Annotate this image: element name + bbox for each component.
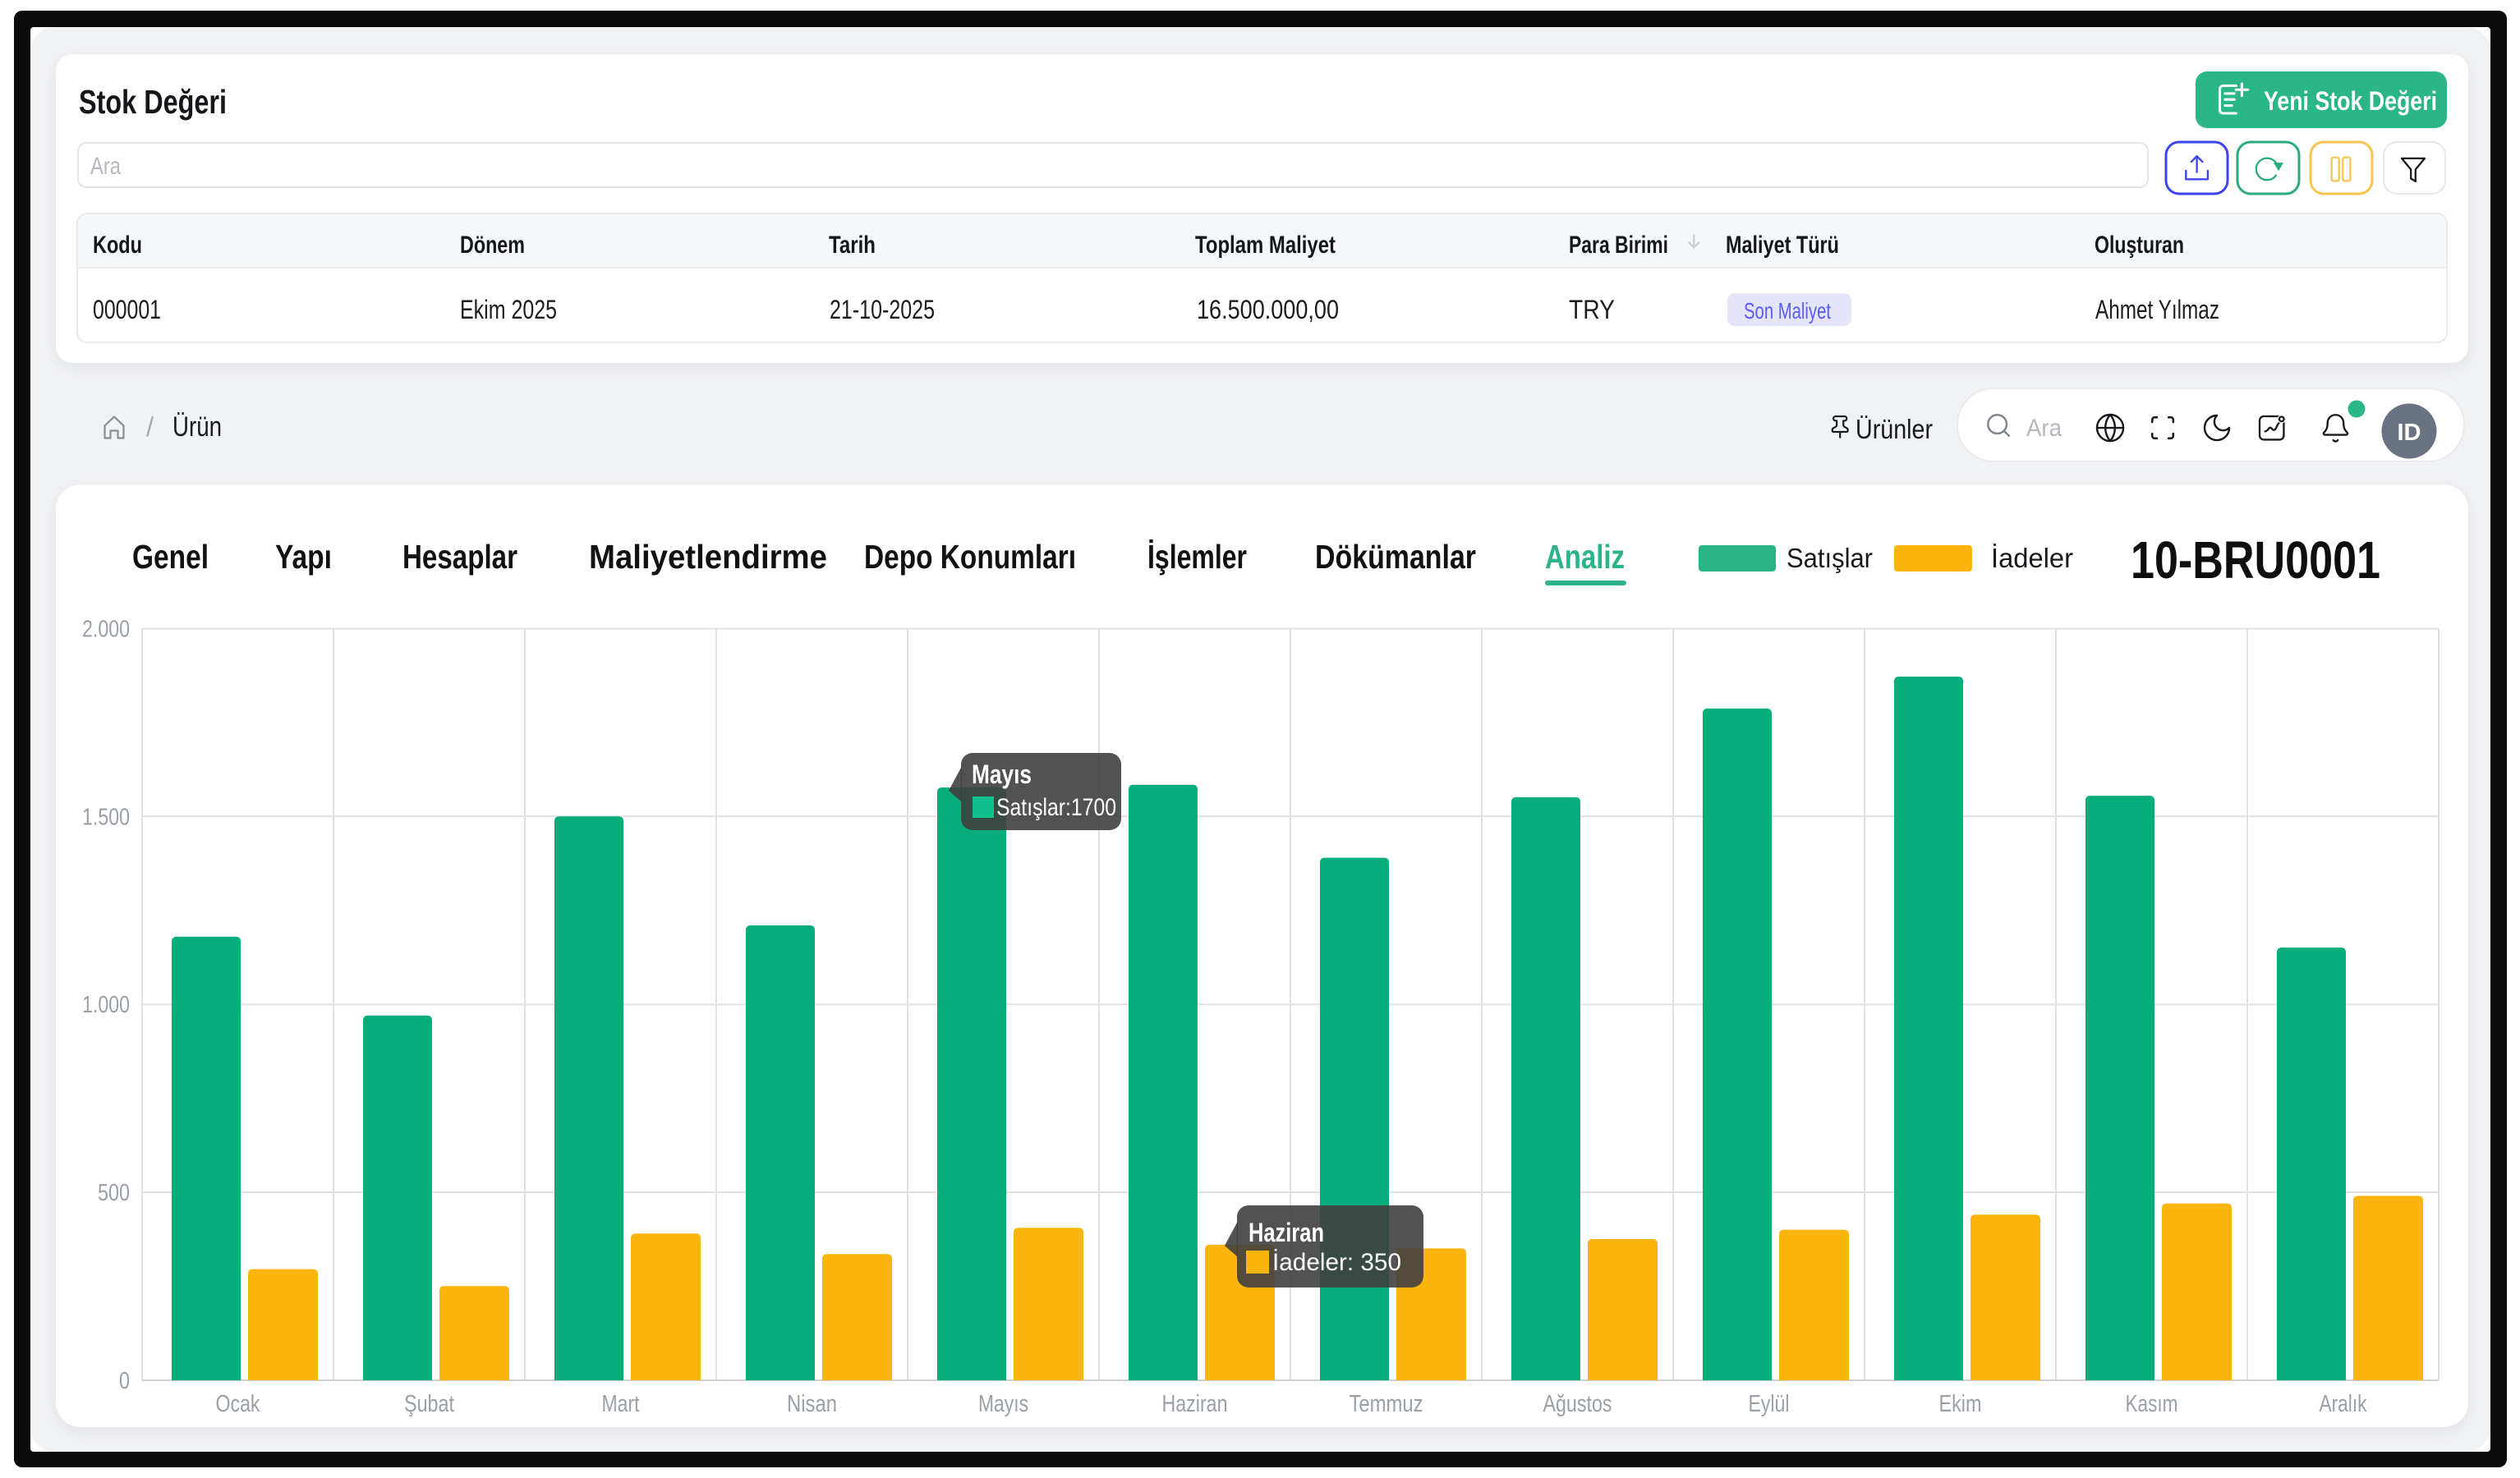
svg-text:Para Birimi: Para Birimi (1569, 232, 1668, 259)
svg-text:İadeler: İadeler (1991, 543, 2073, 573)
svg-text:Oluşturan: Oluşturan (2095, 232, 2184, 259)
svg-text:Kasım: Kasım (2126, 1391, 2178, 1417)
svg-text:İşlemler: İşlemler (1147, 538, 1247, 576)
svg-text:000001: 000001 (93, 295, 161, 324)
svg-text:Mayıs: Mayıs (978, 1391, 1028, 1417)
svg-text:500: 500 (98, 1180, 130, 1206)
svg-text:Son Maliyet: Son Maliyet (1744, 298, 1831, 324)
svg-text:Dönem: Dönem (460, 232, 525, 259)
svg-text:Ürünler: Ürünler (1856, 414, 1933, 444)
svg-text:Toplam Maliyet: Toplam Maliyet (1195, 232, 1336, 259)
svg-text:Ahmet Yılmaz: Ahmet Yılmaz (2095, 295, 2219, 324)
svg-text:Ocak: Ocak (216, 1391, 260, 1417)
svg-text:Hesaplar: Hesaplar (402, 538, 517, 576)
svg-text:Temmuz: Temmuz (1350, 1391, 1423, 1417)
svg-text:Satışlar: Satışlar (1787, 543, 1873, 573)
svg-text:ID: ID (2398, 420, 2421, 446)
svg-text:1.500: 1.500 (82, 804, 130, 830)
svg-text:16.500.000,00: 16.500.000,00 (1197, 295, 1339, 324)
svg-text:Eylül: Eylül (1749, 1391, 1790, 1417)
svg-text:Tarih: Tarih (829, 232, 876, 259)
svg-text:Ekim 2025: Ekim 2025 (460, 295, 557, 324)
svg-text:Analiz: Analiz (1545, 538, 1625, 576)
svg-text:1.000: 1.000 (82, 992, 130, 1018)
svg-text:2.000: 2.000 (82, 617, 130, 643)
svg-text:Depo Konumları: Depo Konumları (864, 538, 1076, 576)
svg-text:Stok Değeri: Stok Değeri (79, 83, 227, 121)
svg-text:/: / (146, 411, 154, 442)
svg-text:Şubat: Şubat (404, 1391, 454, 1417)
svg-text:Yapı: Yapı (275, 538, 332, 576)
svg-text:Mayıs: Mayıs (972, 760, 1032, 789)
svg-text:İadeler: 350: İadeler: 350 (1272, 1249, 1401, 1276)
svg-text:Haziran: Haziran (1249, 1218, 1324, 1247)
svg-text:TRY: TRY (1569, 295, 1615, 324)
svg-text:Maliyetlendirme: Maliyetlendirme (589, 538, 827, 576)
svg-text:Nisan: Nisan (787, 1391, 837, 1417)
svg-text:Aralık: Aralık (2320, 1391, 2367, 1417)
svg-text:Ağustos: Ağustos (1543, 1391, 1612, 1417)
svg-text:Ekim: Ekim (1939, 1391, 1982, 1417)
svg-text:Ara: Ara (90, 153, 121, 180)
svg-text:Ara: Ara (2026, 415, 2062, 442)
svg-text:21-10-2025: 21-10-2025 (830, 295, 935, 324)
svg-text:Genel: Genel (132, 538, 209, 576)
svg-text:Mart: Mart (602, 1391, 640, 1417)
svg-text:Yeni Stok Değeri: Yeni Stok Değeri (2264, 86, 2437, 116)
svg-text:Dökümanlar: Dökümanlar (1315, 538, 1476, 576)
svg-text:10-BRU0001: 10-BRU0001 (2131, 530, 2380, 590)
svg-text:Haziran: Haziran (1162, 1391, 1228, 1417)
svg-text:Kodu: Kodu (93, 232, 142, 259)
svg-text:Ürün: Ürün (172, 411, 222, 443)
svg-text:Satışlar:1700: Satışlar:1700 (996, 794, 1116, 821)
svg-text:0: 0 (119, 1368, 130, 1394)
svg-text:Maliyet Türü: Maliyet Türü (1726, 232, 1839, 259)
